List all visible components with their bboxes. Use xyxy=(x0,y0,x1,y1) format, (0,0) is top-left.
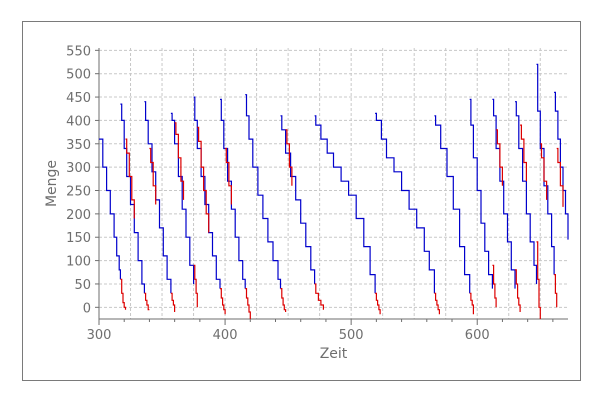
axes xyxy=(95,48,568,325)
inventory-line-segment xyxy=(280,115,316,284)
inventory-line-segment xyxy=(434,115,471,294)
shortfall-line-segment xyxy=(434,292,440,315)
grid-lines xyxy=(98,48,568,319)
y-tick-label: 250 xyxy=(66,185,91,200)
y-tick-label: 50 xyxy=(74,278,91,293)
shortfall-line-segment xyxy=(245,288,251,319)
x-tick-label: 400 xyxy=(213,328,238,343)
shortfall-line-segment xyxy=(120,278,127,310)
inventory-line-segment xyxy=(120,103,145,294)
shortfall-line-segment xyxy=(174,122,185,200)
shortfall-line-segment xyxy=(280,288,287,312)
inventory-line-segment xyxy=(554,91,569,240)
y-tick-label: 0 xyxy=(83,301,91,316)
inventory-line-segment xyxy=(536,63,555,275)
shortfall-line-segment xyxy=(193,264,198,308)
shortfall-line-segment xyxy=(149,147,157,205)
shortfall-line-segment xyxy=(285,129,293,186)
shortfall-line-segment xyxy=(540,143,548,200)
shortfall-line-segment xyxy=(554,274,558,308)
inventory-line-segment xyxy=(144,101,172,294)
line-chart: 0 50 100 150 200 250 300 350 400 450 500 550 300 400 5… xyxy=(44,44,569,362)
inventory-line-segment xyxy=(245,94,282,289)
y-tick-label: 500 xyxy=(66,68,91,83)
y-tick-label: 300 xyxy=(66,161,91,176)
inventory-line-segment xyxy=(99,138,121,280)
y-axis-label: Menge xyxy=(44,160,60,207)
shortfall-line-segment xyxy=(520,124,527,182)
inventory-line-segment xyxy=(170,112,195,284)
shortfall-line-segment xyxy=(469,292,474,315)
shortfall-line-segment xyxy=(197,126,210,233)
shortfall-line-segment xyxy=(125,138,135,219)
x-tick-label: 600 xyxy=(465,328,490,343)
x-tick-label: 300 xyxy=(87,328,112,343)
inventory-line-segment xyxy=(492,98,516,289)
chart-frame: 0 50 100 150 200 250 300 350 400 450 500 550 300 400 5… xyxy=(22,21,581,381)
shortfall-line-segment xyxy=(225,147,232,205)
inventory-line-segment xyxy=(193,96,221,289)
shortfall-line-segment xyxy=(536,241,541,319)
shortfall-line-segment xyxy=(144,292,150,311)
inventory-line-segment xyxy=(220,98,246,289)
inventory-line-segment xyxy=(375,112,435,294)
shortfall-line-segment xyxy=(492,264,497,308)
inventory-line-segment xyxy=(469,98,493,289)
y-tick-label: 450 xyxy=(66,91,91,106)
y-tick-label: 200 xyxy=(66,208,91,223)
x-tick-label: 500 xyxy=(339,328,364,343)
y-tick-label: 400 xyxy=(66,114,91,129)
shortfall-line-segment xyxy=(515,269,521,312)
y-tick-label: 350 xyxy=(66,138,91,153)
y-tick-label: 150 xyxy=(66,231,91,246)
shortfall-line-segment xyxy=(556,147,564,207)
series-group xyxy=(99,63,569,319)
x-axis-label: Zeit xyxy=(320,346,348,362)
tick-labels: 0 50 100 150 200 250 300 350 400 450 500 550 300 400 5… xyxy=(66,44,489,343)
shortfall-line-segment xyxy=(220,288,226,315)
y-tick-label: 100 xyxy=(66,255,91,270)
inventory-line-segment xyxy=(314,115,376,294)
inventory-line-segment xyxy=(515,101,538,284)
shortfall-line-segment xyxy=(314,283,324,310)
y-tick-label: 550 xyxy=(66,44,91,59)
shortfall-line-segment xyxy=(375,292,381,315)
shortfall-line-segment xyxy=(496,129,503,186)
shortfall-line-segment xyxy=(170,292,176,312)
